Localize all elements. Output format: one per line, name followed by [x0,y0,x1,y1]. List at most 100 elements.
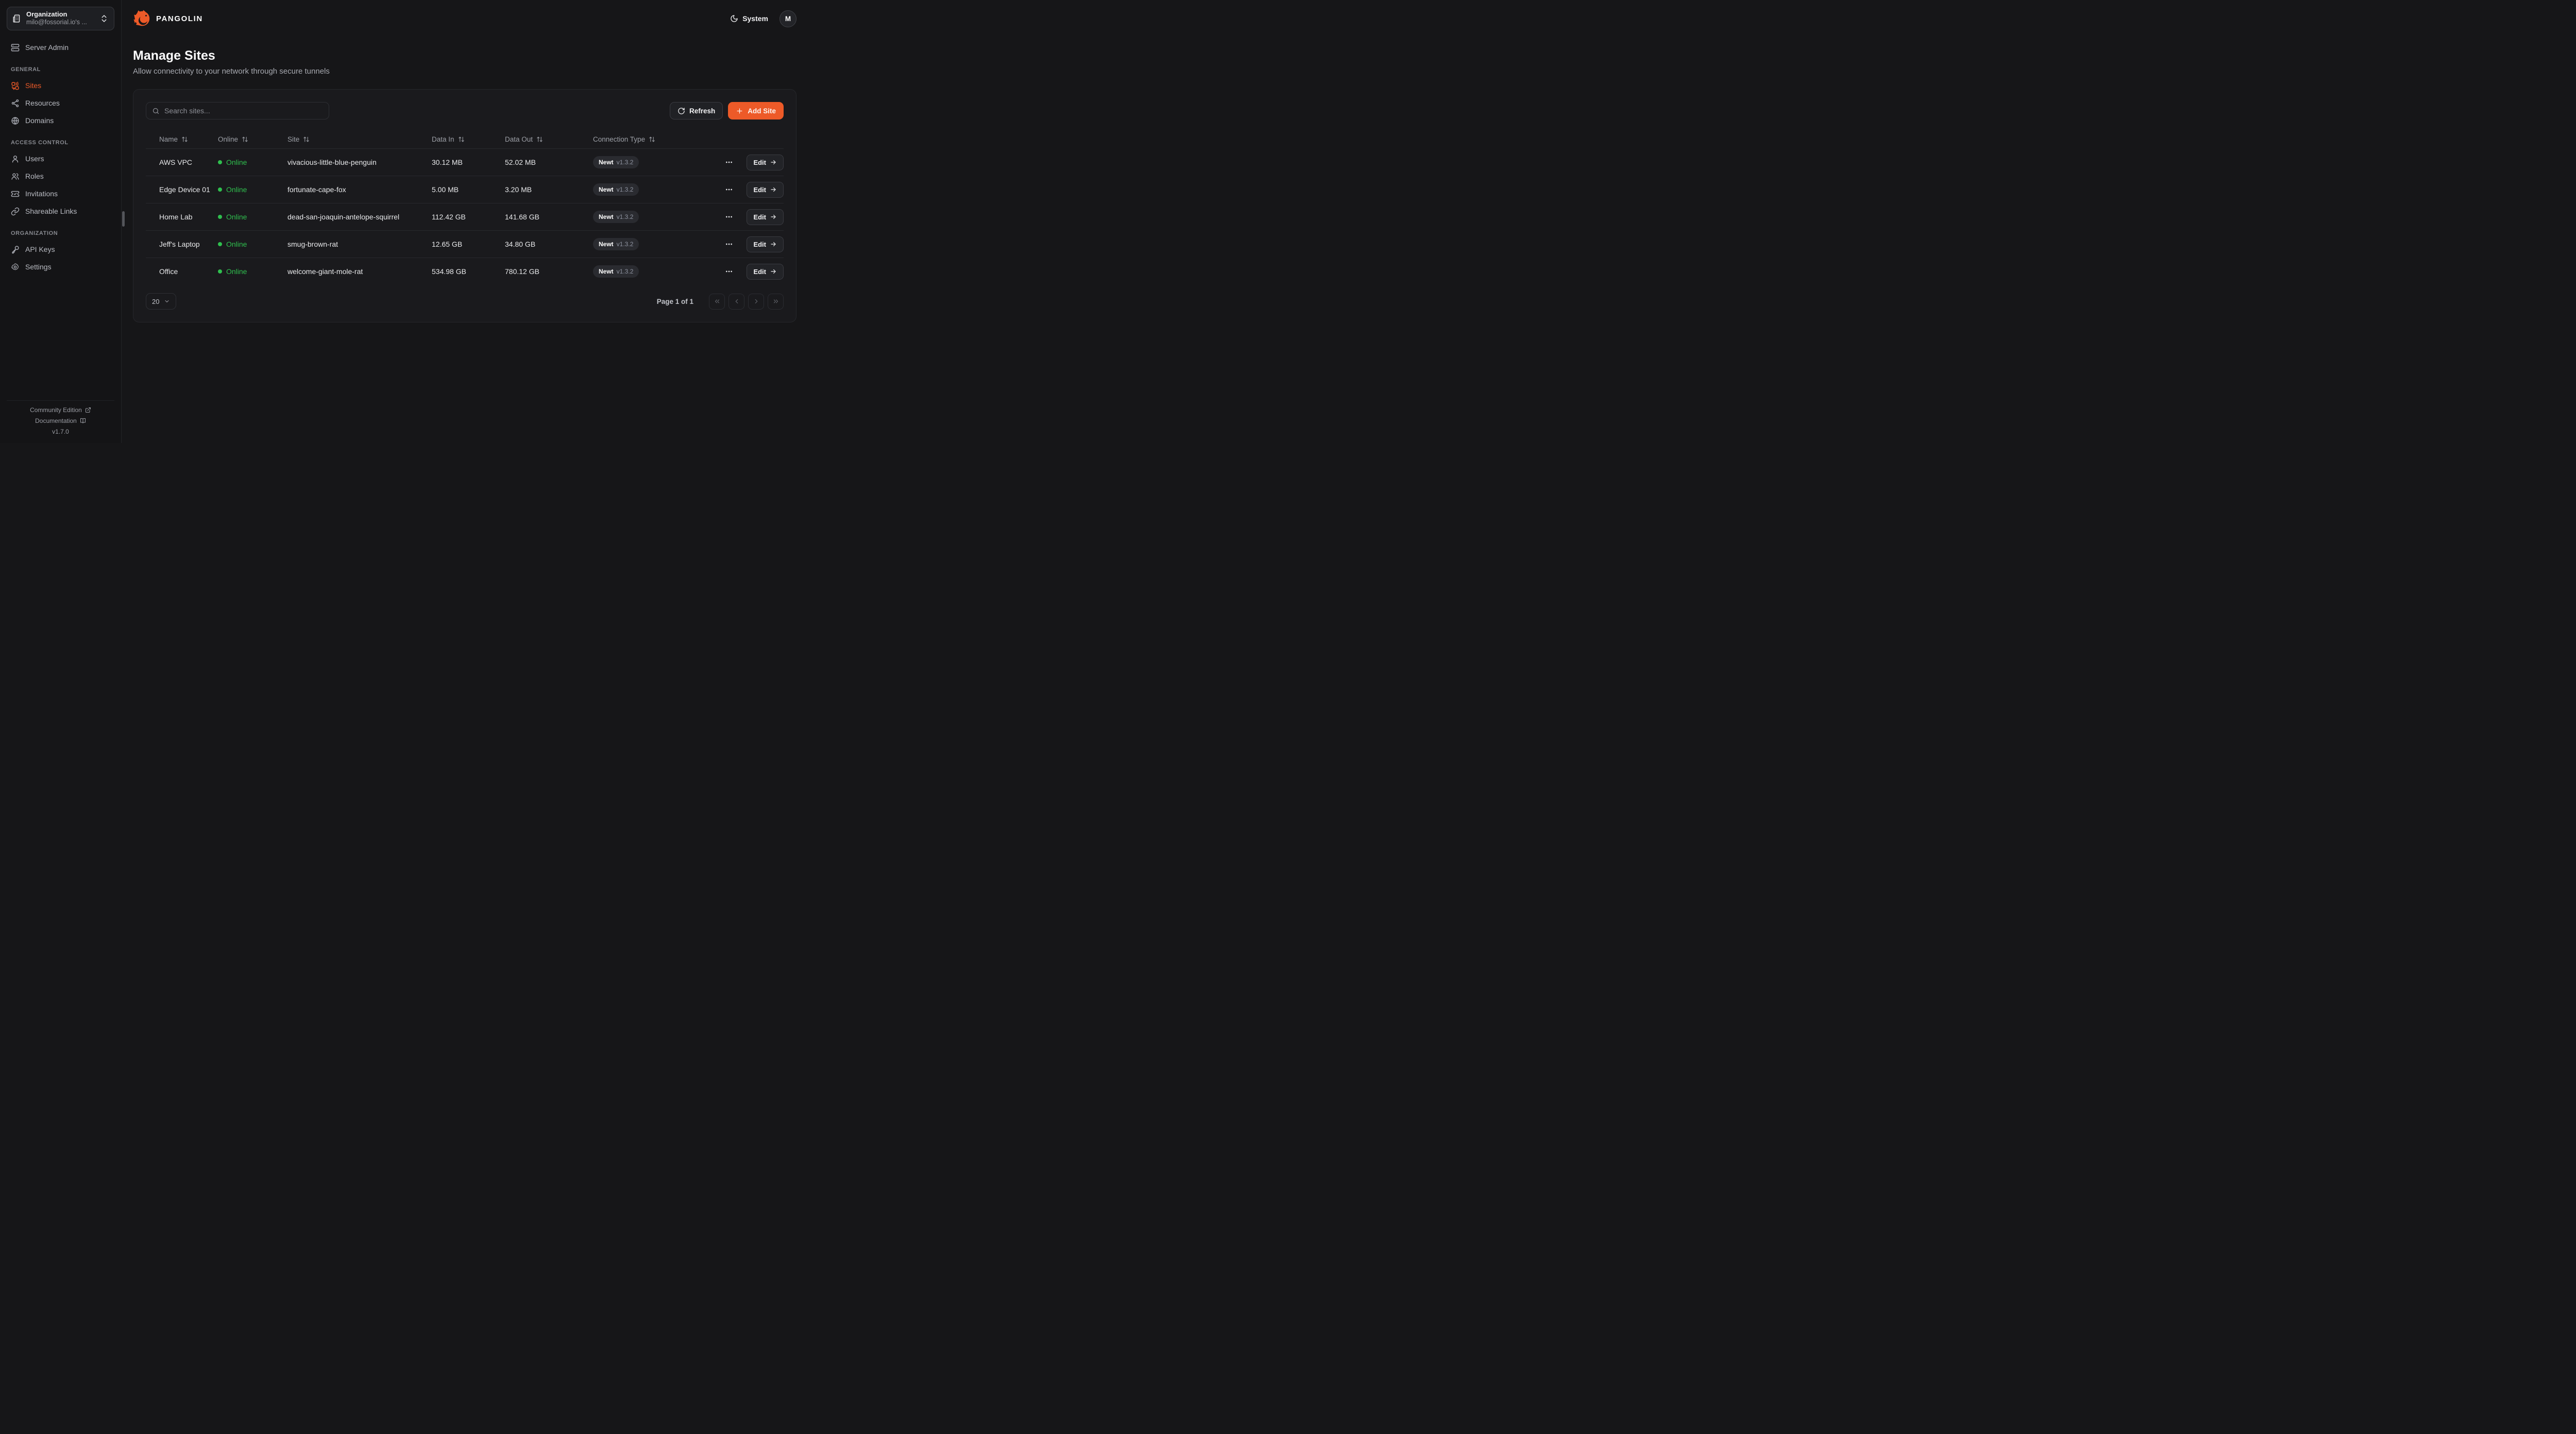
sort-icon [242,136,248,143]
data-in-value: 112.42 GB [432,213,466,221]
table-row[interactable]: Edge Device 01 Online fortunate-cape-fox… [146,176,784,203]
next-page-button[interactable] [748,293,764,310]
add-site-label: Add Site [748,107,776,115]
edit-button[interactable]: Edit [747,236,784,252]
add-site-button[interactable]: Add Site [728,102,784,120]
ellipsis-icon [725,158,733,166]
community-edition-link[interactable]: Community Edition [30,406,91,414]
sidebar-item-resources[interactable]: Resources [7,94,114,112]
page-indicator: Page 1 of 1 [656,297,693,305]
connection-type-name: Newt [599,186,614,193]
sidebar: Organization milo@fossorial.io's ... Ser… [0,0,122,443]
brand-name: PANGOLIN [156,14,203,23]
sidebar-item-settings[interactable]: Settings [7,258,114,276]
theme-toggle[interactable]: System [730,14,768,23]
users-icon [11,172,20,181]
external-link-icon [85,407,91,413]
version-label: v1.7.0 [52,428,69,435]
search-input[interactable] [164,107,323,115]
refresh-label: Refresh [689,107,716,115]
org-selector[interactable]: Organization milo@fossorial.io's ... [7,7,114,30]
page-size-select[interactable]: 20 [146,293,177,310]
connection-type-name: Newt [599,241,614,248]
online-dot-icon [218,242,222,246]
sidebar-item-server-admin[interactable]: Server Admin [7,39,114,56]
data-out-value: 3.20 MB [505,185,532,194]
edit-button[interactable]: Edit [747,263,784,280]
row-menu-button[interactable] [718,213,740,221]
first-page-button[interactable] [709,293,725,310]
sidebar-item-users[interactable]: Users [7,150,114,167]
data-out-value: 34.80 GB [505,240,536,248]
data-out-value: 52.02 MB [505,158,536,166]
connection-type-name: Newt [599,268,614,275]
site-slug: fortunate-cape-fox [287,185,346,194]
row-menu-button[interactable] [718,185,740,194]
sites-toolbar: Refresh Add Site [146,102,784,120]
site-slug: vivacious-little-blue-penguin [287,158,377,166]
online-status-label: Online [226,240,247,248]
edit-button[interactable]: Edit [747,181,784,198]
sort-icon [458,136,465,143]
sidebar-item-label: Users [25,155,44,163]
online-status-label: Online [226,213,247,221]
sidebar-item-label: Domains [25,116,54,125]
connection-type-badge: Newt v1.3.2 [593,265,639,278]
edit-button[interactable]: Edit [747,154,784,170]
sidebar-item-label: API Keys [25,245,55,253]
plus-icon [736,107,743,115]
table-body: AWS VPC Online vivacious-little-blue-pen… [146,148,784,285]
documentation-link[interactable]: Documentation [35,417,86,424]
data-in-value: 5.00 MB [432,185,459,194]
org-selector-value: milo@fossorial.io's ... [26,19,87,26]
column-header-name[interactable]: Name [146,135,218,143]
column-header-site[interactable]: Site [287,135,432,143]
page-subtitle: Allow connectivity to your network throu… [133,67,330,76]
sidebar-resize-handle[interactable] [122,211,125,227]
ellipsis-icon [725,267,733,276]
data-out-value: 780.12 GB [505,267,539,276]
page-size-value: 20 [152,297,160,305]
sidebar-item-invitations[interactable]: Invitations [7,185,114,202]
edit-button-label: Edit [753,267,766,276]
sidebar-item-roles[interactable]: Roles [7,167,114,185]
column-header-connection-type[interactable]: Connection Type [593,135,715,143]
column-header-online[interactable]: Online [218,135,287,143]
sidebar-item-shareable-links[interactable]: Shareable Links [7,202,114,220]
table-row[interactable]: AWS VPC Online vivacious-little-blue-pen… [146,148,784,176]
table-row[interactable]: Office Online welcome-giant-mole-rat 534… [146,258,784,285]
previous-page-button[interactable] [728,293,744,310]
sidebar-item-sites[interactable]: Sites [7,77,114,94]
online-status: Online [218,240,287,248]
sidebar-item-api-keys[interactable]: API Keys [7,241,114,258]
arrow-right-icon [770,186,777,193]
page-head: Manage Sites Allow connectivity to your … [122,37,808,76]
row-menu-button[interactable] [718,267,740,276]
topbar: PANGOLIN System M [122,0,808,37]
refresh-button[interactable]: Refresh [669,102,723,120]
connection-type-name: Newt [599,159,614,166]
table-row[interactable]: Home Lab Online dead-san-joaquin-antelop… [146,203,784,230]
sites-card: Refresh Add Site Name Online S [133,89,796,322]
sort-icon [181,136,188,143]
sidebar-item-label: Resources [25,99,60,107]
last-page-button[interactable] [768,293,784,310]
table-row[interactable]: Jeff's Laptop Online smug-brown-rat 12.6… [146,230,784,258]
search-icon [152,107,160,115]
chevron-right-icon [753,298,760,305]
avatar[interactable]: M [779,10,796,27]
edit-button[interactable]: Edit [747,209,784,225]
row-menu-button[interactable] [718,240,740,248]
row-menu-button[interactable] [718,158,740,166]
refresh-icon [677,107,685,115]
column-header-data-out[interactable]: Data Out [505,135,593,143]
online-dot-icon [218,160,222,164]
brand[interactable]: PANGOLIN [133,9,203,28]
site-slug: welcome-giant-mole-rat [287,267,363,276]
sidebar-item-domains[interactable]: Domains [7,112,114,129]
arrow-right-icon [770,159,777,166]
community-edition-label: Community Edition [30,406,82,414]
site-slug: smug-brown-rat [287,240,338,248]
search-box [146,102,329,120]
column-header-data-in[interactable]: Data In [432,135,505,143]
